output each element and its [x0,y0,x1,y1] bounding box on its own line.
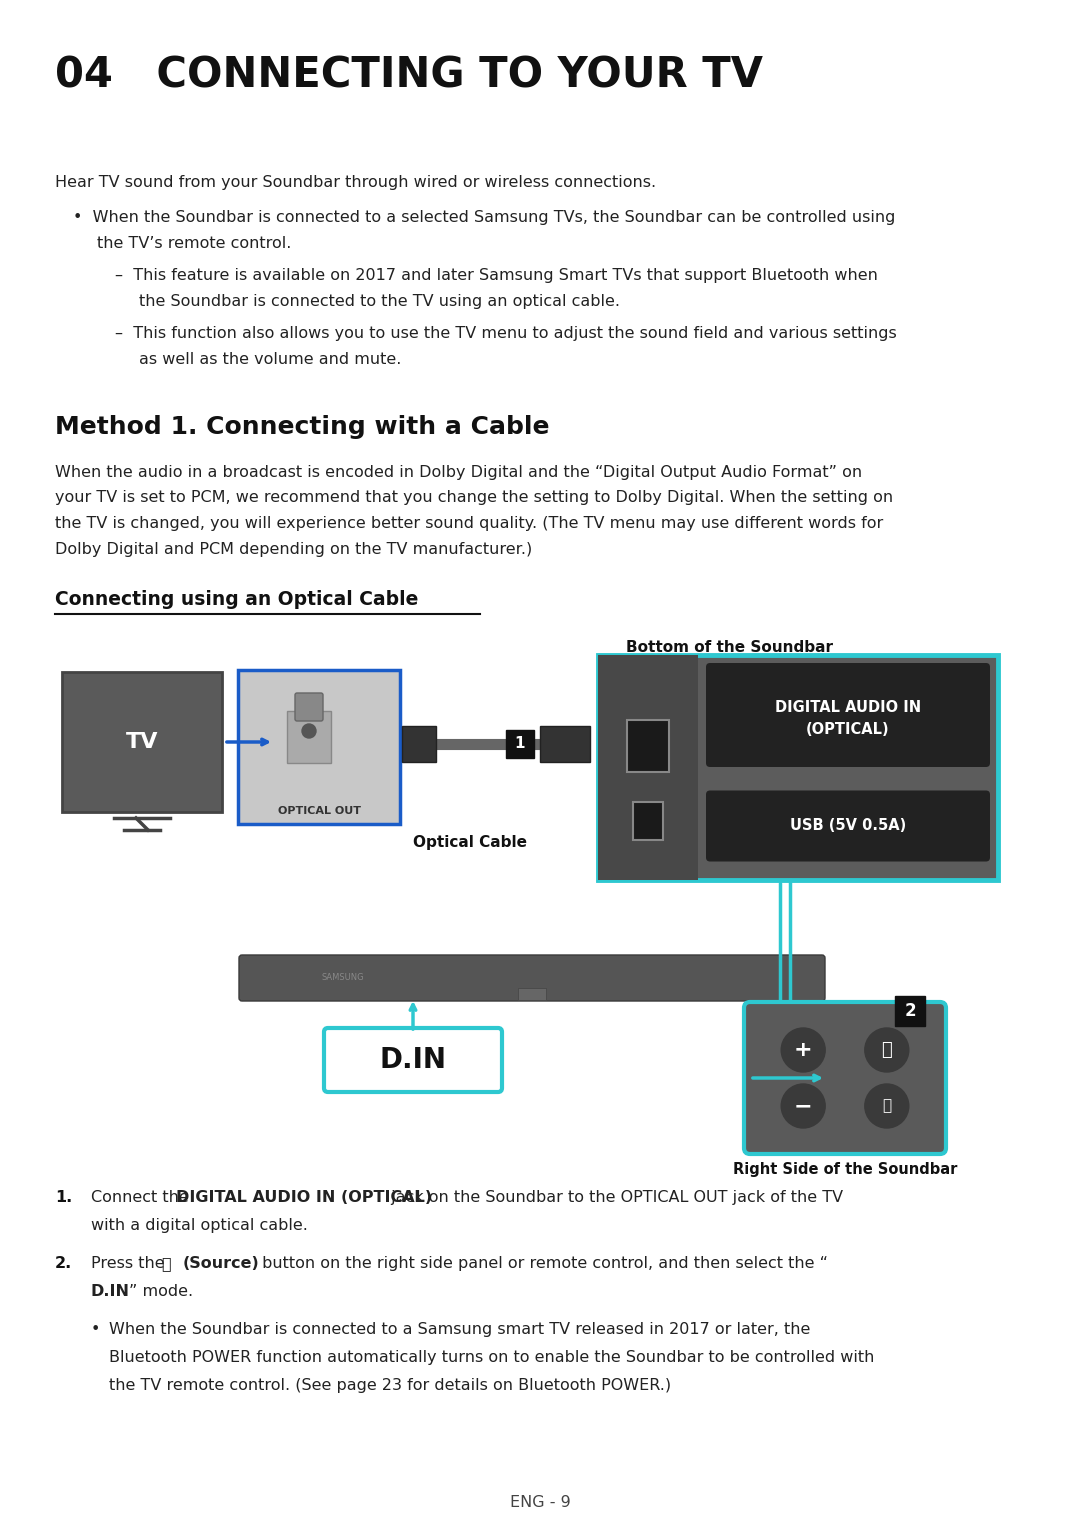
Text: ENG - 9: ENG - 9 [510,1495,570,1511]
Text: Connect the: Connect the [91,1190,194,1206]
Text: 2.: 2. [55,1256,72,1272]
Text: the Soundbar is connected to the TV using an optical cable.: the Soundbar is connected to the TV usin… [139,294,620,309]
Text: ⎆: ⎆ [881,1042,892,1059]
FancyBboxPatch shape [239,954,825,1000]
Circle shape [781,1028,825,1072]
Text: USB (5V 0.5A): USB (5V 0.5A) [789,818,906,833]
Text: (OPTICAL): (OPTICAL) [806,722,890,737]
Text: •: • [91,1322,100,1337]
Text: as well as the volume and mute.: as well as the volume and mute. [139,352,402,368]
Text: When the Soundbar is connected to a Samsung smart TV released in 2017 or later, : When the Soundbar is connected to a Sams… [109,1322,810,1337]
Text: 2: 2 [904,1002,916,1020]
Text: with a digital optical cable.: with a digital optical cable. [91,1218,308,1233]
FancyBboxPatch shape [62,673,222,812]
Text: When the audio in a broadcast is encoded in Dolby Digital and the “Digital Outpu: When the audio in a broadcast is encoded… [55,466,862,480]
Text: –  This feature is available on 2017 and later Samsung Smart TVs that support Bl: – This feature is available on 2017 and … [114,268,878,283]
Circle shape [302,725,316,738]
Text: ⏻: ⏻ [882,1098,891,1114]
Text: SAMSUNG: SAMSUNG [322,973,365,982]
Text: the TV’s remote control.: the TV’s remote control. [97,236,292,251]
FancyBboxPatch shape [287,711,330,763]
FancyBboxPatch shape [633,801,663,840]
FancyBboxPatch shape [706,791,990,861]
FancyBboxPatch shape [402,726,436,761]
Bar [895,996,924,1026]
Text: DIGITAL AUDIO IN: DIGITAL AUDIO IN [775,700,921,714]
Text: −: − [794,1095,812,1115]
Text: (Source): (Source) [183,1256,260,1272]
Text: jack on the Soundbar to the OPTICAL OUT jack of the TV: jack on the Soundbar to the OPTICAL OUT … [386,1190,843,1206]
Text: the TV remote control. (See page 23 for details on Bluetooth POWER.): the TV remote control. (See page 23 for … [109,1377,671,1393]
Text: 1.: 1. [55,1190,72,1206]
Circle shape [865,1028,908,1072]
FancyBboxPatch shape [706,663,990,768]
Text: Hear TV sound from your Soundbar through wired or wireless connections.: Hear TV sound from your Soundbar through… [55,175,657,190]
Text: the TV is changed, you will experience better sound quality. (The TV menu may us: the TV is changed, you will experience b… [55,516,883,532]
FancyBboxPatch shape [540,726,590,761]
Text: Method 1. Connecting with a Cable: Method 1. Connecting with a Cable [55,415,550,440]
Text: Bluetooth POWER function automatically turns on to enable the Soundbar to be con: Bluetooth POWER function automatically t… [109,1350,875,1365]
Text: Right Side of the Soundbar: Right Side of the Soundbar [733,1161,957,1177]
Text: Press the: Press the [91,1256,170,1272]
Text: 1: 1 [515,737,525,752]
FancyBboxPatch shape [324,1028,502,1092]
Text: +: + [794,1040,812,1060]
FancyBboxPatch shape [598,656,998,879]
Text: D.IN: D.IN [379,1046,446,1074]
Text: your TV is set to PCM, we recommend that you change the setting to Dolby Digital: your TV is set to PCM, we recommend that… [55,490,893,506]
FancyBboxPatch shape [295,692,323,722]
Circle shape [865,1085,908,1128]
Text: OPTICAL OUT: OPTICAL OUT [278,806,361,817]
Bar [507,731,534,758]
Text: D.IN: D.IN [91,1284,130,1299]
Text: Optical Cable: Optical Cable [413,835,527,850]
FancyBboxPatch shape [627,720,669,772]
FancyBboxPatch shape [238,669,400,824]
Text: TV: TV [125,732,159,752]
Text: •  When the Soundbar is connected to a selected Samsung TVs, the Soundbar can be: • When the Soundbar is connected to a se… [73,210,895,225]
Text: DIGITAL AUDIO IN (OPTICAL): DIGITAL AUDIO IN (OPTICAL) [176,1190,432,1206]
Text: –  This function also allows you to use the TV menu to adjust the sound field an: – This function also allows you to use t… [114,326,896,342]
FancyBboxPatch shape [744,1002,946,1154]
Text: ⎆: ⎆ [161,1256,171,1272]
Text: ” mode.: ” mode. [129,1284,193,1299]
FancyBboxPatch shape [518,988,546,1000]
Text: Connecting using an Optical Cable: Connecting using an Optical Cable [55,590,418,610]
Text: Bottom of the Soundbar: Bottom of the Soundbar [626,640,834,656]
Circle shape [781,1085,825,1128]
Text: 04   CONNECTING TO YOUR TV: 04 CONNECTING TO YOUR TV [55,55,762,97]
Text: button on the right side panel or remote control, and then select the “: button on the right side panel or remote… [257,1256,828,1272]
FancyBboxPatch shape [598,656,698,879]
Text: Dolby Digital and PCM depending on the TV manufacturer.): Dolby Digital and PCM depending on the T… [55,542,532,558]
